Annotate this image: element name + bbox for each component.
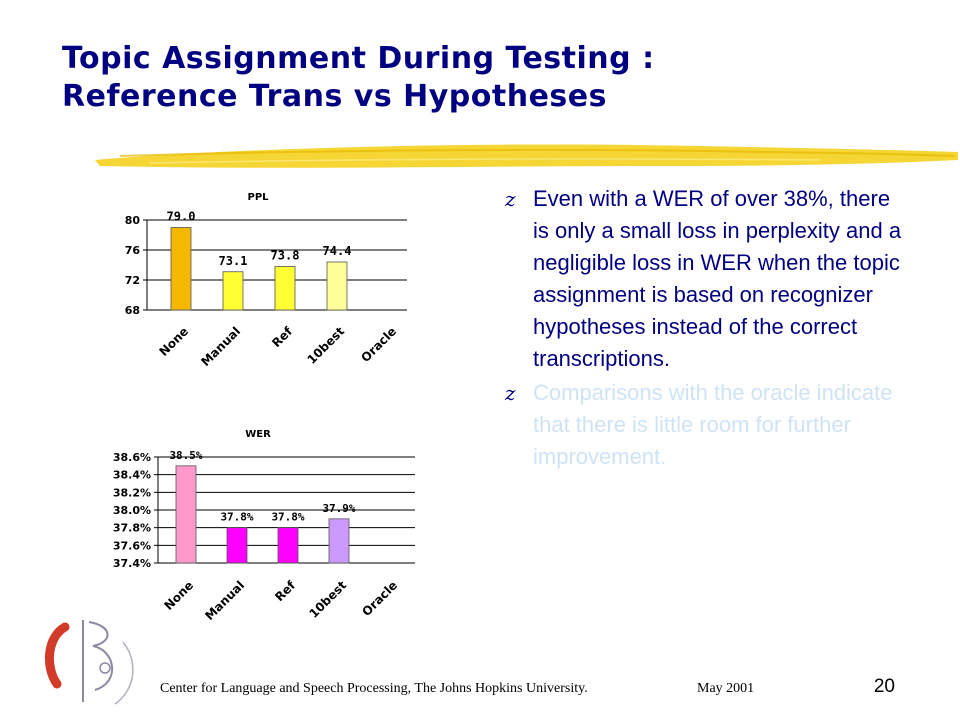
ppl-bar <box>326 261 348 311</box>
bullet-item: z Even with a WER of over 38%, there is … <box>505 183 905 375</box>
ppl-category-label: Ref <box>269 324 295 350</box>
wer-bar <box>328 518 350 564</box>
page-number: 20 <box>873 676 895 697</box>
wer-bar <box>226 527 248 564</box>
ppl-bar <box>170 227 192 311</box>
wer-category-label: Ref <box>272 578 298 604</box>
ppl-category-label: None <box>156 324 191 359</box>
wer-bar <box>277 527 299 564</box>
bullet-marker: z <box>505 187 516 211</box>
bullet-item: z Comparisons with the oracle indicate t… <box>505 377 905 473</box>
wer-category-label: Oracle <box>359 578 400 619</box>
wer-y-tick-label: 37.8% <box>113 522 151 535</box>
ppl-category-label: Oracle <box>358 324 399 365</box>
wer-chart-title: WER <box>245 429 271 440</box>
ppl-data-label: 73.8 <box>271 249 300 263</box>
bullet-marker: z <box>505 381 516 405</box>
ppl-data-label: 73.1 <box>219 254 248 268</box>
ppl-bar <box>222 271 244 311</box>
ppl-category-label: Manual <box>198 324 243 369</box>
wer-y-tick-label: 38.6% <box>113 451 151 464</box>
wer-y-tick-label: 38.0% <box>113 504 151 517</box>
wer-y-tick-label: 37.4% <box>113 557 151 570</box>
slide-title: Topic Assignment During Testing : Refere… <box>62 40 655 116</box>
wer-y-tick-label: 38.4% <box>113 469 151 482</box>
footer-date: May 2001 <box>697 681 755 696</box>
wer-data-label: 38.5% <box>169 449 202 462</box>
bullet-text: Even with a WER of over 38%, there is on… <box>533 186 902 371</box>
wer-bar <box>175 465 197 564</box>
ppl-y-tick-label: 76 <box>125 244 141 257</box>
ppl-data-label: 79.0 <box>167 210 196 224</box>
footer-organization: Center for Language and Speech Processin… <box>160 681 588 696</box>
wer-data-label: 37.9% <box>322 502 355 515</box>
bullet-list: z Even with a WER of over 38%, there is … <box>505 183 905 475</box>
wer-category-label: Manual <box>202 578 247 623</box>
ppl-chart-title: PPL <box>247 192 269 203</box>
ppl-y-tick-label: 80 <box>125 214 141 227</box>
clsp-logo <box>44 620 134 705</box>
ppl-bar <box>274 266 296 311</box>
wer-y-tick-label: 38.2% <box>113 486 151 499</box>
wer-category-label: None <box>161 578 196 613</box>
wer-data-label: 37.8% <box>220 511 253 524</box>
ppl-data-label: 74.4 <box>323 244 352 258</box>
ppl-y-tick-label: 68 <box>125 304 140 317</box>
wer-category-label: 10best <box>306 578 349 621</box>
ppl-category-label: 10best <box>304 324 347 367</box>
title-line-2: Reference Trans vs Hypotheses <box>62 79 607 114</box>
wer-data-label: 37.8% <box>271 511 304 524</box>
ppl-y-tick-label: 72 <box>125 274 140 287</box>
wer-y-tick-label: 37.6% <box>113 539 151 552</box>
title-line-1: Topic Assignment During Testing : <box>62 41 655 76</box>
bullet-text: Comparisons with the oracle indicate tha… <box>533 380 893 469</box>
